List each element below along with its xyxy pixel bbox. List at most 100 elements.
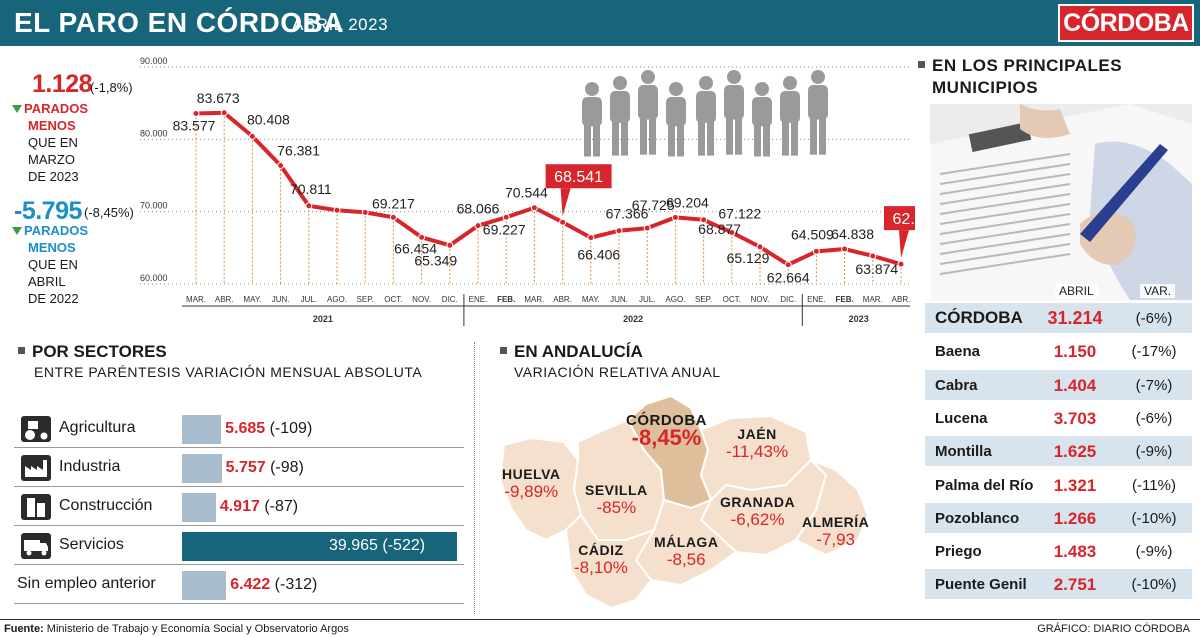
down-arrow-icon — [12, 104, 22, 113]
data-value-label: 65.129 — [727, 250, 770, 266]
province-almeria: ALMERÍA -7,93 — [802, 514, 869, 548]
data-value-label: 69.227 — [483, 221, 526, 237]
data-point — [897, 260, 905, 268]
highlighted-value-text: 68.541 — [554, 169, 603, 186]
graphic-credit: GRÁFICO: DIARIO CÓRDOBA — [1037, 623, 1190, 635]
data-point — [615, 227, 623, 235]
year-label: 2023 — [849, 314, 869, 324]
x-tick-label: FEB. — [497, 295, 515, 304]
data-point — [418, 233, 426, 241]
data-point — [841, 245, 849, 253]
province-name: ALMERÍA — [802, 514, 870, 530]
data-value-label: 83.577 — [173, 117, 216, 133]
municipality-name: Montilla — [935, 443, 992, 461]
sector-number: 6.422 — [230, 576, 271, 593]
annual-caption-line5: DE 2022 — [28, 291, 79, 306]
municipality-name: Priego — [935, 543, 982, 561]
monthly-change-caption: PARADOS MENOS QUE EN MARZO DE 2023 — [12, 100, 88, 185]
data-point — [756, 243, 764, 251]
andalucia-title: EN ANDALUCÍA — [500, 342, 643, 362]
province-name: HUELVA — [502, 466, 561, 482]
data-point — [671, 213, 679, 221]
sector-bar — [182, 532, 457, 561]
map-almeria — [794, 459, 870, 557]
brand-logo: CÓRDOBA — [1058, 4, 1194, 42]
monthly-change-value: 1.128 — [32, 70, 93, 98]
andalucia-map — [498, 394, 870, 610]
municipalities-title-text: EN LOS PRINCIPALES MUNICIPIOS — [932, 56, 1123, 97]
annual-change-value: -5.795 — [14, 197, 82, 225]
sector-change: (-522) — [377, 537, 426, 554]
x-tick-label: JUL. — [639, 295, 655, 304]
province-value: -6,62% — [730, 510, 785, 529]
sector-change: (-98) — [265, 459, 304, 476]
x-tick-label: ABR. — [553, 295, 572, 304]
x-tick-label: OCT. — [723, 295, 741, 304]
data-point — [248, 132, 256, 140]
sector-bar — [182, 493, 216, 522]
municipality-row: Baena 1.150 (-17%) — [925, 336, 1192, 368]
data-point — [361, 208, 369, 216]
sector-bar — [182, 571, 227, 600]
monthly-caption-line5: DE 2023 — [28, 169, 79, 184]
data-point — [728, 228, 736, 236]
data-value-label: 66.406 — [577, 247, 620, 263]
data-point — [333, 206, 341, 214]
data-value-label: 68.877 — [698, 221, 741, 237]
data-point — [530, 204, 538, 212]
data-point — [389, 213, 397, 221]
factory-icon — [20, 454, 52, 482]
x-tick-label: ABR. — [215, 295, 234, 304]
data-point — [784, 261, 792, 269]
sector-change: (-109) — [265, 420, 313, 437]
footer-divider — [0, 619, 1200, 620]
municipality-value: 31.214 — [1047, 308, 1103, 328]
year-label: 2022 — [623, 314, 643, 324]
x-tick-label: ABR. — [892, 295, 911, 304]
data-point — [220, 109, 228, 117]
municipality-variation: (-11%) — [1132, 476, 1176, 494]
province-malaga: MÁLAGA -8,56 — [654, 534, 718, 568]
municipality-name: Pozoblanco — [935, 509, 1020, 527]
municipality-row: Montilla 1.625 (-9%) — [925, 436, 1192, 468]
monthly-caption-line2: MENOS — [28, 118, 76, 133]
province-value: -8,10% — [574, 558, 628, 577]
sector-change: (-87) — [259, 498, 299, 515]
source-text: Ministerio de Trabajo y Economía Social … — [43, 623, 349, 635]
province-value: -9,89% — [504, 482, 559, 501]
sector-number: 39.965 — [329, 537, 378, 554]
data-value-label: 70.811 — [290, 181, 332, 197]
source-note: Fuente: Ministerio de Trabajo y Economía… — [4, 623, 349, 635]
sector-number: 4.917 — [219, 498, 260, 515]
x-tick-label: OCT. — [384, 295, 402, 304]
sector-label: Construcción — [59, 497, 153, 514]
data-value-label: 67.122 — [718, 205, 761, 221]
data-value-label: 67.725 — [632, 197, 675, 213]
x-tick-label: SEP. — [695, 295, 712, 304]
column-header-abril: ABRIL — [1055, 284, 1098, 298]
data-value-label: 67.366 — [606, 206, 649, 222]
municipality-row: Priego 1.483 (-9%) — [925, 536, 1192, 568]
data-point — [192, 109, 200, 117]
x-tick-label: NOV. — [412, 295, 431, 304]
data-point — [869, 252, 877, 260]
sector-value: 6.422 (-312) — [230, 576, 317, 594]
buildings-icon — [20, 493, 52, 521]
sector-label: Sin empleo anterior — [17, 575, 156, 592]
data-point — [559, 218, 567, 226]
brand-logo-text: CÓRDOBA — [1063, 8, 1189, 37]
municipality-variation: (-17%) — [1131, 343, 1177, 361]
data-value-label: 83.673 — [197, 90, 240, 106]
annual-caption-line3: QUE EN — [28, 257, 78, 272]
municipality-row: CÓRDOBA 31.214 (-6%) — [925, 303, 1192, 334]
data-value-label: 80.408 — [247, 111, 290, 127]
data-value-label: 64.838 — [831, 226, 874, 242]
data-value-label: 69.217 — [372, 195, 415, 211]
province-name: JAÉN — [737, 426, 777, 442]
x-tick-label: AGO. — [327, 295, 347, 304]
y-tick-label: 60.000 — [140, 273, 168, 283]
data-point — [277, 162, 285, 170]
annual-change-caption: PARADOS MENOS QUE EN ABRIL DE 2022 — [12, 222, 88, 307]
municipality-variation: (-9%) — [1135, 543, 1173, 561]
municipality-value: 3.703 — [1053, 408, 1097, 428]
